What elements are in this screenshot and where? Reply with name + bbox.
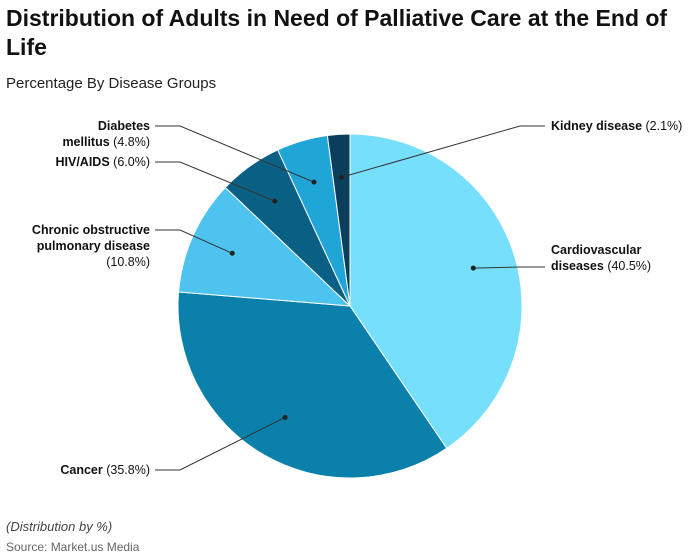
leader-line	[155, 161, 276, 202]
value-label: (35.8%)	[106, 463, 150, 477]
slice-label: Cardiovascular diseases (40.5%)	[551, 242, 671, 274]
chart-title: Distribution of Adults in Need of Pallia…	[6, 5, 668, 60]
slice-label: Cancer (35.8%)	[10, 462, 150, 478]
leader-dot	[229, 250, 235, 256]
category-label: Kidney disease	[551, 119, 643, 133]
value-label: (10.8%)	[106, 255, 150, 269]
leader-line	[155, 229, 233, 254]
slice-label: Kidney disease (2.1%)	[551, 118, 700, 134]
category-label: Chronic obstructive pulmonary disease	[31, 223, 150, 253]
leader-line	[341, 125, 545, 178]
leader-dot	[338, 174, 344, 180]
source: Source: Market.us Media	[6, 540, 140, 554]
pie-slice	[326, 133, 351, 307]
leader-line	[155, 416, 286, 471]
leader-line	[473, 266, 545, 269]
leader-dot	[272, 198, 278, 204]
slice-label: Chronic obstructive pulmonary disease (1…	[10, 222, 150, 270]
value-label: (40.5%)	[607, 259, 652, 273]
category-label: Cancer	[60, 463, 103, 477]
leader-dot	[282, 414, 288, 420]
pie-slice	[349, 133, 523, 449]
leader-dot	[470, 265, 476, 271]
slice-label: Diabetes mellitus (4.8%)	[50, 118, 150, 150]
leader-line	[155, 125, 315, 183]
pie-slice	[177, 291, 448, 479]
category-label: Cardiovascular diseases	[551, 243, 642, 273]
category-label: HIV/AIDS	[55, 155, 110, 169]
value-label: (4.8%)	[113, 135, 150, 149]
slice-label: HIV/AIDS (6.0%)	[10, 154, 151, 170]
note: (Distribution by %)	[6, 519, 113, 534]
value-label: (6.0%)	[113, 155, 150, 169]
leader-dot	[311, 179, 317, 185]
category-label: Diabetes mellitus	[62, 119, 150, 149]
value-label: (2.1%)	[645, 119, 683, 133]
chart-subtitle: Percentage By Disease Groups	[6, 75, 217, 92]
